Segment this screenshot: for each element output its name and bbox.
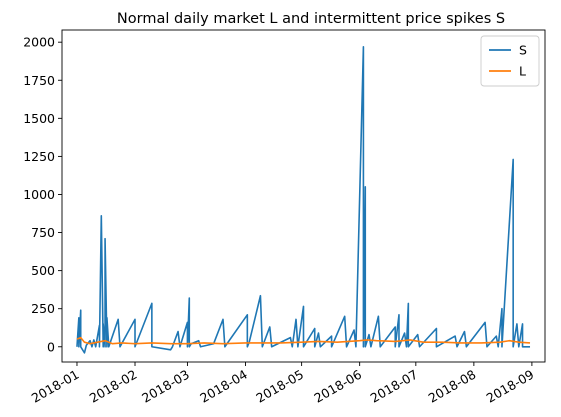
y-tick-label: 1250	[23, 149, 55, 164]
series-layer	[76, 45, 531, 354]
chart-title: Normal daily market L and intermittent p…	[117, 11, 505, 27]
legend-label-S: S	[519, 43, 527, 58]
y-tick-label: 1000	[23, 187, 55, 202]
y-tick-label: 0	[47, 339, 55, 354]
y-tick-label: 250	[31, 301, 55, 316]
y-tick-label: 1750	[23, 73, 55, 88]
series-line-L	[76, 336, 531, 345]
legend-label-L: L	[519, 64, 526, 79]
y-tick-label: 2000	[23, 35, 55, 50]
plot-frame	[61, 29, 546, 363]
legend: SL	[480, 35, 540, 87]
series-line-S	[76, 45, 531, 354]
y-tick-label: 1500	[23, 111, 55, 126]
y-tick-label: 500	[31, 263, 55, 278]
legend-box	[480, 35, 540, 87]
y-tick-label: 750	[31, 225, 55, 240]
